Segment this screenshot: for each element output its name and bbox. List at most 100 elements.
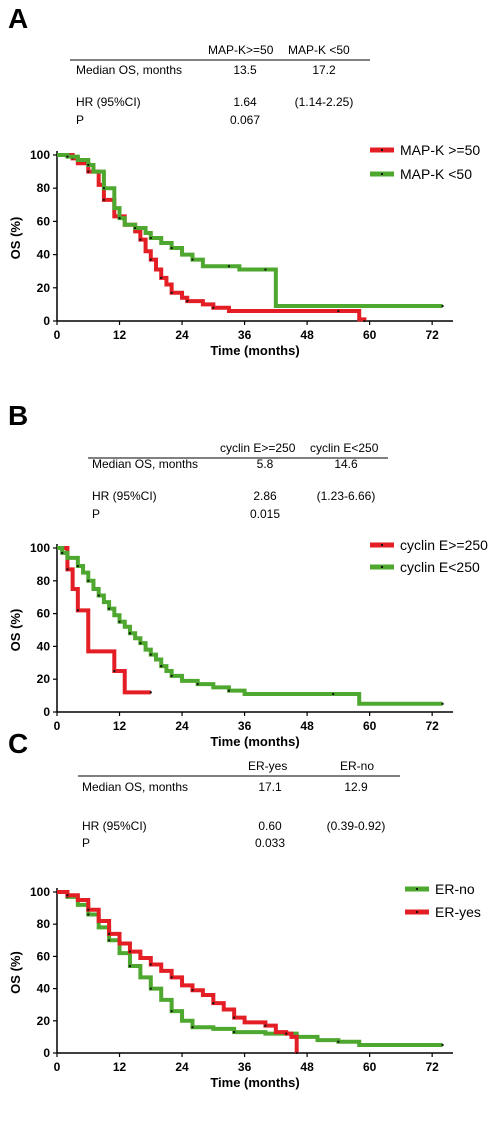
table-header: ER-no bbox=[340, 759, 374, 773]
table-header: cyclin E>=250 bbox=[220, 441, 296, 455]
table-row-label: HR (95%CI) bbox=[82, 819, 147, 833]
censor-mark bbox=[441, 702, 444, 705]
censor-mark bbox=[170, 976, 173, 979]
y-tick-label: 20 bbox=[37, 281, 51, 295]
censor-mark bbox=[87, 163, 90, 166]
table-cell: 0.015 bbox=[250, 507, 280, 521]
censor-mark bbox=[108, 932, 111, 935]
censor-mark bbox=[337, 1040, 340, 1043]
censor-mark bbox=[170, 1010, 173, 1013]
stats-table: ER-yes ER-no Median OS, months 17.1 12.9… bbox=[78, 759, 400, 850]
censor-mark bbox=[61, 551, 64, 554]
panel-letter: C bbox=[8, 728, 28, 759]
y-axis-label: OS (%) bbox=[8, 951, 23, 994]
table-cell: 1.64 bbox=[233, 95, 257, 109]
legend-marker bbox=[416, 911, 418, 913]
censor-mark bbox=[149, 653, 152, 656]
censor-mark bbox=[212, 306, 215, 309]
table-row-label: Median OS, months bbox=[92, 457, 198, 471]
censor-mark bbox=[233, 1016, 236, 1019]
x-tick-label: 12 bbox=[113, 328, 127, 342]
table-cell: 17.1 bbox=[258, 780, 282, 794]
x-tick-label: 12 bbox=[113, 719, 127, 733]
censor-mark bbox=[191, 989, 194, 992]
censor-mark bbox=[149, 987, 152, 990]
x-tick-label: 48 bbox=[300, 719, 314, 733]
legend-label: cyclin E<250 bbox=[400, 559, 480, 575]
table-cell: 0.067 bbox=[230, 113, 260, 127]
censor-mark bbox=[134, 227, 137, 230]
km-plot: 0 20 40 60 80 100 0 12 24 36 48 60 72 Time (months) OS… bbox=[8, 537, 488, 749]
y-tick-label: 40 bbox=[37, 248, 51, 262]
y-tick-label: 60 bbox=[37, 214, 51, 228]
censor-mark bbox=[441, 305, 444, 308]
censor-mark bbox=[87, 170, 90, 173]
censor-mark bbox=[149, 691, 152, 694]
x-axis-label: Time (months) bbox=[210, 343, 299, 358]
censor-mark bbox=[97, 594, 100, 597]
censor-mark bbox=[76, 609, 79, 612]
censor-mark bbox=[149, 258, 152, 261]
y-tick-label: 60 bbox=[37, 949, 51, 963]
censor-mark bbox=[108, 607, 111, 610]
y-tick-label: 0 bbox=[43, 705, 50, 719]
censor-mark bbox=[170, 246, 173, 249]
stats-table: cyclin E>=250 cyclin E<250 Median OS, mo… bbox=[88, 441, 388, 521]
y-tick-label: 20 bbox=[37, 1014, 51, 1028]
table-cell: 12.9 bbox=[344, 780, 368, 794]
x-tick-label: 12 bbox=[113, 1060, 127, 1074]
table-cell: 2.86 bbox=[253, 489, 277, 503]
x-tick-label: 0 bbox=[54, 328, 61, 342]
x-tick-label: 36 bbox=[238, 328, 252, 342]
censor-mark bbox=[264, 1024, 267, 1027]
table-cell: 0.033 bbox=[255, 836, 285, 850]
legend-marker bbox=[381, 544, 383, 546]
y-tick-label: 100 bbox=[30, 541, 50, 555]
legend-marker bbox=[381, 566, 383, 568]
table-header: MAP-K>=50 bbox=[208, 43, 274, 57]
legend-label: MAP-K <50 bbox=[400, 166, 472, 182]
y-tick-label: 80 bbox=[37, 181, 51, 195]
censor-mark bbox=[66, 155, 69, 158]
table-header: ER-yes bbox=[248, 759, 287, 773]
x-tick-label: 48 bbox=[300, 328, 314, 342]
censor-mark bbox=[363, 320, 366, 322]
censor-mark bbox=[160, 665, 163, 668]
legend-marker bbox=[416, 888, 418, 890]
x-axis-label: Time (months) bbox=[210, 1075, 299, 1090]
table-header: MAP-K <50 bbox=[288, 43, 350, 57]
censor-mark bbox=[128, 965, 131, 968]
table-row-label: HR (95%CI) bbox=[92, 489, 157, 503]
table-row-label: P bbox=[92, 507, 100, 521]
y-tick-label: 60 bbox=[37, 607, 51, 621]
table-row-label: P bbox=[76, 113, 84, 127]
x-tick-label: 72 bbox=[425, 328, 439, 342]
censor-mark bbox=[337, 310, 340, 313]
x-tick-label: 24 bbox=[175, 328, 189, 342]
y-tick-label: 40 bbox=[37, 982, 51, 996]
legend-marker bbox=[381, 149, 383, 151]
y-tick-label: 80 bbox=[37, 917, 51, 931]
stats-table: MAP-K>=50 MAP-K <50 Median OS, months 13… bbox=[70, 43, 370, 127]
y-tick-label: 100 bbox=[30, 885, 50, 899]
table-row-label: Median OS, months bbox=[76, 63, 182, 77]
panel-c: C ER-yes ER-no Median OS, months 17.1 12… bbox=[8, 728, 481, 1090]
censor-mark bbox=[108, 939, 111, 942]
y-tick-label: 100 bbox=[30, 148, 50, 162]
censor-mark bbox=[149, 963, 152, 966]
km-plot: 0 20 40 60 80 100 0 12 24 36 48 60 72 Time (months) OS… bbox=[8, 142, 480, 358]
x-tick-label: 48 bbox=[300, 1060, 314, 1074]
legend-label: ER-yes bbox=[435, 904, 481, 920]
censor-mark bbox=[87, 579, 90, 582]
y-axis-label: OS (%) bbox=[8, 217, 23, 260]
censor-mark bbox=[102, 187, 105, 190]
censor-mark bbox=[76, 565, 79, 568]
x-axis-label: Time (months) bbox=[210, 734, 299, 749]
censor-mark bbox=[118, 620, 121, 623]
x-tick-label: 24 bbox=[175, 1060, 189, 1074]
x-tick-label: 0 bbox=[54, 719, 61, 733]
censor-mark bbox=[113, 670, 116, 672]
y-tick-label: 40 bbox=[37, 639, 51, 653]
x-tick-label: 0 bbox=[54, 1060, 61, 1074]
